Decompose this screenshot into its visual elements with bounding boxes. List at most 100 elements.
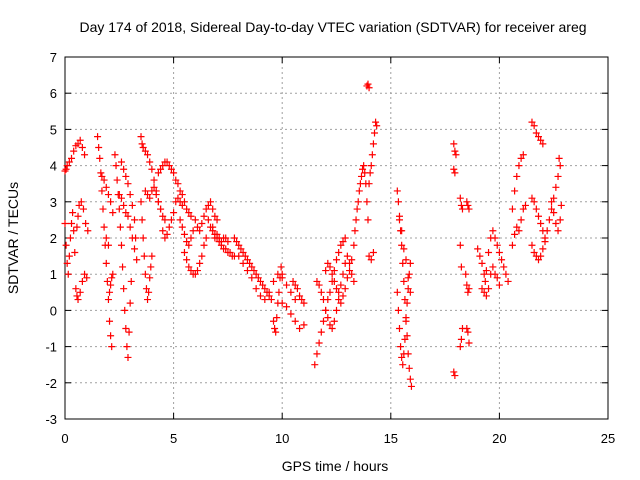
data-point [74,296,82,304]
data-point [193,223,201,231]
data-point [193,267,201,275]
data-point [146,274,154,282]
data-point [398,227,406,235]
data-point [224,238,232,246]
data-point [239,259,247,267]
data-point [493,241,501,249]
data-point [126,299,134,307]
data-point [230,234,238,242]
data-point [548,198,556,206]
data-point [117,241,125,249]
y-axis-label: SDTVAR / TECUs [5,182,21,294]
data-point [140,252,148,260]
data-point [70,147,78,155]
data-point [371,129,379,137]
data-point [147,263,155,271]
data-point [405,270,413,278]
data-point [554,227,562,235]
data-point [315,281,323,289]
data-point [398,241,406,249]
data-point [465,285,473,293]
data-point [144,151,152,159]
data-point [273,314,281,322]
y-tick-label: -2 [45,376,57,391]
data-point [346,259,354,267]
data-point [119,263,127,271]
data-point [180,248,188,256]
data-point [133,256,141,264]
data-point [115,191,123,199]
data-point [187,234,195,242]
data-point [185,241,193,249]
data-point [235,252,243,260]
data-point [278,270,286,278]
data-point [348,270,356,278]
data-point [491,234,499,242]
data-point [127,277,135,285]
data-point [495,248,503,256]
data-point [326,321,334,329]
data-point [180,230,188,238]
data-point [145,288,153,296]
data-point [104,241,112,249]
data-point [161,234,169,242]
data-point [148,165,156,173]
data-point [277,263,285,271]
data-point [539,245,547,253]
data-point [395,325,403,332]
data-point [202,234,210,242]
y-tick-label: 3 [50,195,57,210]
data-point [399,361,407,369]
data-point [463,281,471,289]
data-point [261,285,269,293]
data-point [256,292,264,300]
data-point [178,201,186,209]
data-point [138,216,146,224]
data-point [202,205,210,213]
data-point [66,234,74,242]
data-point [120,201,128,209]
data-point [368,151,376,159]
data-point [167,216,175,224]
data-point [326,263,334,271]
data-point [187,212,195,220]
data-point [62,241,70,249]
data-point [556,216,564,224]
data-point [404,285,412,293]
data-point [534,133,542,141]
data-point [157,205,165,213]
data-point [198,220,206,228]
data-point [82,220,90,228]
data-point [337,281,345,289]
data-point [191,216,199,224]
data-point [291,317,299,325]
data-point [296,325,304,332]
data-point [333,256,340,264]
data-point [346,267,354,275]
data-point [319,317,327,325]
data-point [330,267,338,275]
data-point [393,288,401,296]
data-point [478,285,486,293]
data-point [183,238,191,246]
data-point [141,270,149,278]
data-point [81,270,89,278]
data-point [94,133,102,141]
data-point [252,285,260,293]
data-point [165,223,173,231]
data-point [178,191,186,199]
data-point [176,187,184,195]
data-point [298,296,306,304]
data-point [108,274,116,282]
data-point [550,194,558,202]
data-point [139,234,147,242]
data-point [407,382,415,390]
data-point [96,154,104,162]
data-point [482,292,490,300]
data-point [339,270,347,278]
data-point [102,259,110,267]
data-point [552,220,560,228]
x-axis: 0 5 10 15 20 25 [61,57,615,446]
data-point [504,277,512,285]
data-point [456,343,464,351]
